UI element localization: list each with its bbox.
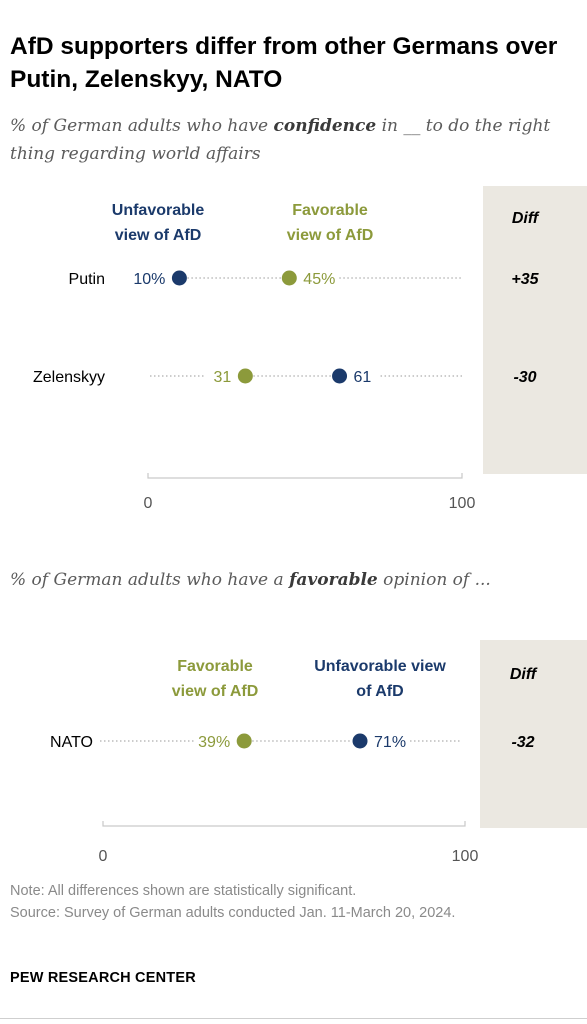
diff-value-nato: -32 — [511, 734, 534, 751]
legend-favorable: Favorable view of AfD — [287, 202, 374, 244]
x-axis — [102, 821, 466, 827]
diff-column-background — [483, 186, 587, 474]
value-label-unfavorable-nato: 71% — [374, 734, 406, 751]
diff-value-zelenskyy: -30 — [513, 369, 536, 386]
note: Note: All differences shown are statisti… — [10, 883, 357, 899]
category-label-nato: NATO — [50, 734, 93, 751]
value-label-unfavorable-zelenskyy: 61 — [354, 369, 372, 386]
dot-favorable-putin — [281, 270, 297, 286]
chart-title: AfD supporters differ from other Germans… — [10, 33, 558, 93]
value-label-favorable-zelenskyy: 31 — [214, 369, 232, 386]
diff-header: Diff — [512, 210, 540, 227]
diff-value-putin: +35 — [511, 271, 539, 288]
category-label-zelenskyy: Zelenskyy — [33, 369, 105, 386]
dot-unfavorable-zelenskyy — [332, 368, 348, 384]
value-label-favorable-nato: 39% — [198, 734, 230, 751]
category-label-putin: Putin — [69, 271, 105, 288]
value-label-unfavorable-putin: 10% — [133, 271, 165, 288]
diff-header: Diff — [510, 666, 538, 683]
value-label-favorable-putin: 45% — [303, 271, 335, 288]
x-tick-100: 100 — [452, 848, 479, 865]
dot-unfavorable-putin — [171, 270, 187, 286]
legend-favorable: Favorable view of AfD — [172, 658, 259, 700]
pew-research-center-logo: PEW RESEARCH CENTER — [10, 970, 196, 986]
subtitle-favorable: % of German adults who have a favorable … — [10, 570, 491, 590]
x-axis — [147, 473, 463, 479]
dot-favorable-zelenskyy — [237, 368, 253, 384]
confidence-dot-chart: Diff Unfavorable view of AfD Favorable vie… — [33, 186, 587, 512]
legend-unfavorable: Unfavorable view of AfD — [112, 202, 205, 244]
x-tick-0: 0 — [144, 495, 153, 512]
dot-favorable-nato — [236, 733, 252, 749]
favorability-dot-chart: Diff Favorable view of AfD Unfavorable vi… — [50, 640, 587, 865]
source: Source: Survey of German adults conducte… — [10, 905, 456, 921]
dot-unfavorable-nato — [352, 733, 368, 749]
bottom-rule — [0, 1018, 587, 1019]
legend-unfavorable: Unfavorable view of AfD — [314, 658, 446, 700]
x-tick-0: 0 — [99, 848, 108, 865]
subtitle-confidence: % of German adults who have confidence i… — [10, 116, 551, 164]
diff-column-background — [480, 640, 587, 828]
x-tick-100: 100 — [449, 495, 476, 512]
